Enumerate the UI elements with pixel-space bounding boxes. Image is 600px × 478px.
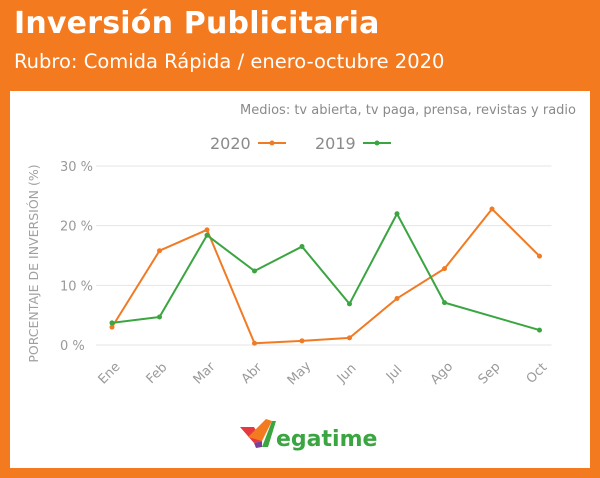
data-point-2019 xyxy=(537,327,542,333)
data-point-2019 xyxy=(109,320,115,326)
data-point-2020 xyxy=(252,340,257,346)
x-tick-label: Feb xyxy=(144,360,171,387)
data-point-2020 xyxy=(394,295,400,301)
brand-name: egatime xyxy=(276,427,377,452)
data-point-2019 xyxy=(252,268,257,274)
y-axis-label: PORCENTAJE DE INVERSIÓN (%) xyxy=(26,164,41,362)
data-point-2019 xyxy=(347,301,352,307)
megatime-logo-icon xyxy=(248,419,272,441)
data-point-2020 xyxy=(442,266,447,272)
series-line-2020 xyxy=(111,207,541,345)
y-tick-label: 10 % xyxy=(60,279,93,294)
y-tick-label: 0 % xyxy=(60,339,85,354)
media-note: Medios: tv abierta, tv paga, prensa, rev… xyxy=(240,103,576,118)
data-point-2019 xyxy=(394,211,400,217)
data-point-2020 xyxy=(347,335,352,341)
data-point-2020 xyxy=(109,324,115,330)
x-tick-label: Ago xyxy=(428,359,456,387)
y-tick-label: 30 % xyxy=(60,160,93,175)
chart-title: Inversión Publicitaria xyxy=(14,6,380,41)
legend-label-2019: 2019 xyxy=(315,134,356,153)
legend-marker-2020 xyxy=(269,140,275,146)
data-point-2020 xyxy=(537,253,542,259)
data-point-2020 xyxy=(299,338,305,344)
x-tick-label: Jun xyxy=(334,361,360,387)
megatime-logo-icon xyxy=(254,441,262,448)
x-tick-label: May xyxy=(285,359,315,389)
legend-label-2020: 2020 xyxy=(210,134,251,153)
x-tick-label: Mar xyxy=(191,359,219,387)
x-tick-label: Ene xyxy=(96,360,124,388)
data-point-2019 xyxy=(204,232,210,238)
x-tick-label: Sep xyxy=(476,360,504,388)
chart-panel: Medios: tv abierta, tv paga, prensa, rev… xyxy=(10,91,590,468)
data-point-2020 xyxy=(157,248,162,254)
data-point-2020 xyxy=(204,227,210,233)
x-tick-label: Abr xyxy=(239,360,266,387)
chart-subtitle: Rubro: Comida Rápida / enero-octubre 202… xyxy=(14,50,445,73)
data-point-2019 xyxy=(299,244,305,250)
y-tick-label: 20 % xyxy=(60,220,93,235)
megatime-logo-icon xyxy=(262,421,276,447)
x-tick-label: Jul xyxy=(383,363,405,385)
data-point-2019 xyxy=(157,314,162,320)
data-point-2019 xyxy=(442,300,447,306)
x-tick-label: Oct xyxy=(524,360,551,387)
legend-marker-2019 xyxy=(374,140,380,146)
data-point-2020 xyxy=(489,206,495,212)
line-chart: 0 % 10 % 20 % 30 % PORCENTAJE DE INVERSIÓN (… xyxy=(26,134,552,452)
